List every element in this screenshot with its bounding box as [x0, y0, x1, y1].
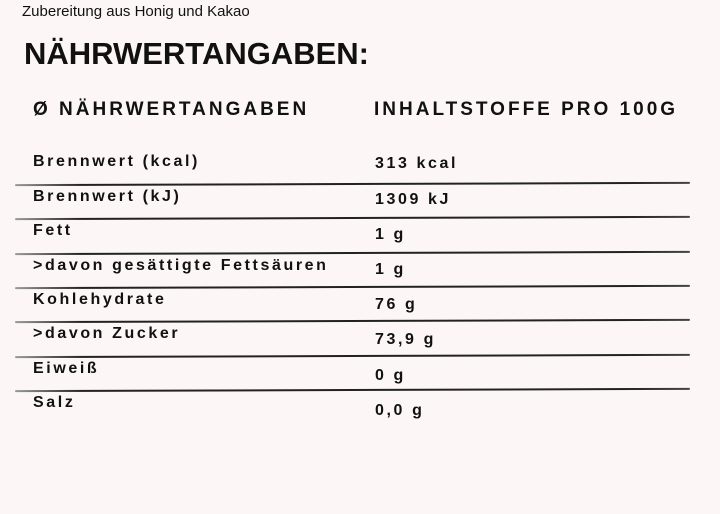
row-divider — [14, 387, 691, 393]
nutrient-label: Brennwert (kcal) — [33, 153, 200, 170]
row-divider — [14, 318, 691, 324]
nutrient-value: 1 g — [375, 261, 406, 278]
nutrient-value: 1309 kJ — [375, 191, 452, 208]
row-divider — [14, 215, 691, 221]
row-divider — [14, 284, 691, 290]
page-title: NÄHRWERTANGABEN: — [24, 36, 369, 71]
nutrient-value: 313 kcal — [375, 155, 459, 172]
nutrient-label: Eiweiß — [33, 360, 100, 377]
nutrient-label: >davon Zucker — [33, 325, 181, 342]
row-divider — [14, 181, 691, 187]
column-header-per-100g: INHALTSTOFFE PRO 100G — [374, 99, 679, 120]
nutrient-label: Brennwert (kJ) — [33, 188, 182, 205]
row-divider — [14, 250, 691, 256]
nutrient-label: Kohlehydrate — [33, 291, 167, 308]
nutrient-value: 76 g — [375, 296, 418, 313]
nutrient-label: >davon gesättigte Fettsäuren — [33, 257, 329, 274]
row-divider — [14, 353, 691, 359]
column-header-nutrients: Ø NÄHRWERTANGABEN — [33, 99, 310, 120]
subtitle: Zubereitung aus Honig und Kakao — [22, 3, 250, 20]
nutrient-label: Fett — [33, 222, 73, 239]
nutrient-value: 0,0 g — [375, 402, 425, 419]
nutrient-value: 0 g — [375, 367, 406, 384]
nutrient-label: Salz — [33, 394, 76, 411]
nutrient-value: 1 g — [375, 226, 406, 243]
nutrient-value: 73,9 g — [375, 331, 436, 348]
